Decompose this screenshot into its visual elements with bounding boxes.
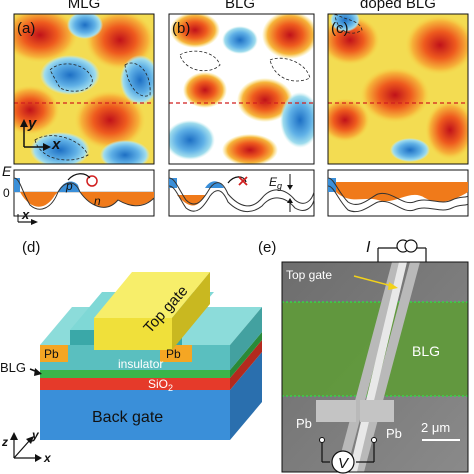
gap-label: Eg: [269, 175, 282, 191]
back-gate-front: [40, 390, 230, 440]
sem-pb-label-left: Pb: [296, 416, 312, 431]
energy-axis-label: E: [2, 163, 12, 179]
current-label: I: [366, 239, 371, 256]
energy-profiles: E 0 p n Eg: [2, 163, 469, 225]
panel-e-label: (e): [258, 239, 276, 256]
panel-c-title: doped BLG: [360, 0, 436, 12]
n-label: n: [94, 194, 101, 208]
profile-c: [327, 169, 469, 217]
panel-c-map: [328, 14, 468, 164]
panel-a-label: (a): [17, 20, 35, 37]
panel-c: doped BLG (c): [327, 0, 469, 165]
profile-a: p n: [13, 169, 155, 217]
sem-pb-label-right: Pb: [386, 426, 402, 441]
panel-a-title: MLG: [68, 0, 101, 12]
panel-a-map: [14, 14, 154, 164]
top-gate: [94, 318, 172, 350]
blg-label: BLG: [0, 360, 26, 375]
sem-image: [282, 262, 468, 472]
panel-d: (d) Top gate insulator Pb Pb BLG SiO2: [0, 239, 262, 465]
sio2-layer: [40, 378, 230, 390]
current-source: I: [366, 239, 427, 262]
blg-layer: [40, 370, 230, 378]
zero-label: 0: [3, 186, 10, 200]
z-axis-label: z: [1, 435, 8, 449]
x-axis-label: x: [51, 136, 61, 153]
panel-b-map: [169, 14, 314, 164]
insulator-label: insulator: [118, 357, 163, 371]
y-axis-label: y: [27, 115, 37, 132]
back-gate-label: Back gate: [92, 409, 163, 426]
voltmeter: V: [319, 437, 377, 474]
panel-b-title: BLG: [225, 0, 255, 12]
sem-blg-label: BLG: [412, 343, 440, 359]
profile-b: Eg: [168, 169, 315, 217]
panel-e: (e) I Top gate BLG Pb Pb: [258, 239, 469, 474]
y3d-axis-label: y: [31, 428, 40, 442]
scale-bar-label: 2 μm: [421, 420, 450, 435]
xy-axes: y x: [20, 115, 61, 153]
xyz-axes: z y x: [1, 428, 52, 465]
panel-a: MLG (a) y x: [13, 0, 155, 165]
sem-top-gate-label: Top gate: [286, 268, 332, 282]
panel-b-label: (b): [172, 20, 190, 37]
voltage-label: V: [338, 455, 350, 472]
panel-d-label: (d): [22, 239, 40, 256]
pb-label-left: Pb: [44, 347, 59, 361]
strip-x-label: x: [21, 207, 30, 222]
pb-electrode-left: [40, 345, 68, 362]
panel-b: BLG (b): [168, 0, 315, 165]
pb-label-right: Pb: [166, 347, 181, 361]
x3d-axis-label: x: [43, 451, 52, 465]
sio2-label: SiO2: [148, 377, 173, 393]
p-label: p: [65, 179, 73, 193]
panel-c-label: (c): [331, 20, 349, 37]
